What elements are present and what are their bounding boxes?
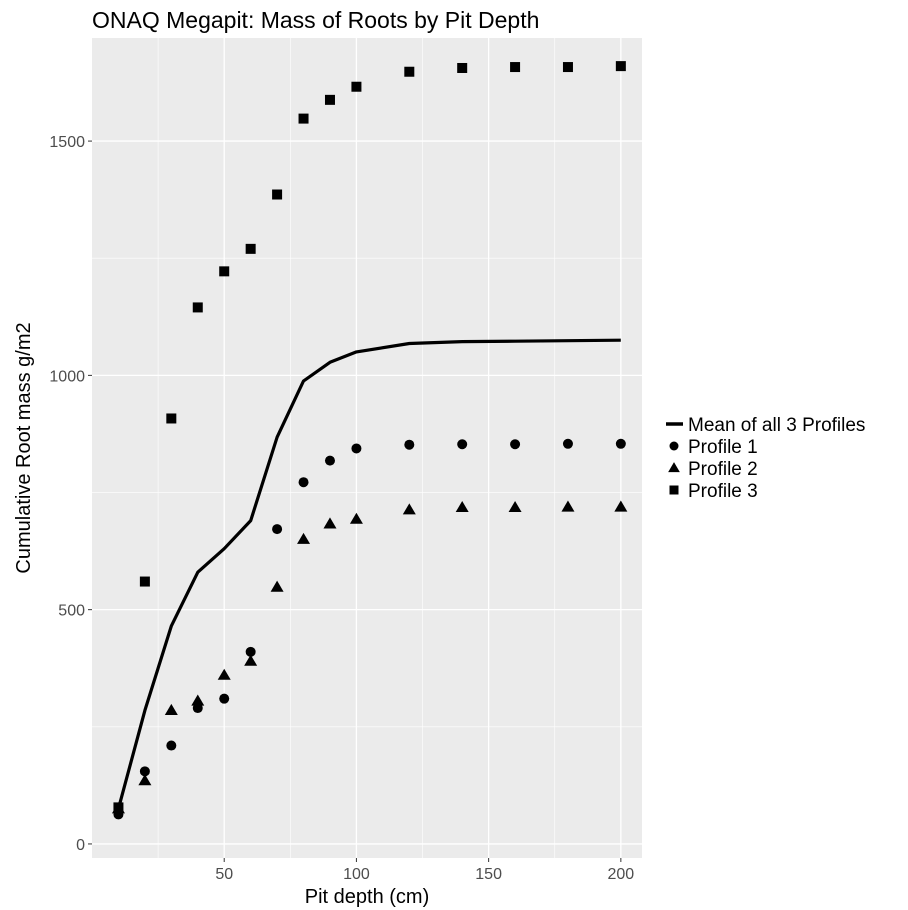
legend-label-profile-1: Profile 1: [688, 437, 758, 458]
data-point-profile-1: [615, 438, 626, 449]
data-point-profile-1: [219, 693, 230, 704]
data-point-profile-1: [324, 455, 335, 466]
data-point-profile-3: [113, 802, 124, 813]
data-point-profile-1: [562, 438, 573, 449]
data-point-profile-2: [164, 703, 178, 715]
legend-label-profile-3: Profile 3: [688, 481, 758, 502]
plot-panel: [92, 38, 642, 858]
minor-gridlines: [92, 38, 642, 858]
data-point-profile-3: [324, 94, 335, 105]
series-line-mean-of-all-3-profiles: [116, 338, 621, 810]
y-axis: 0 500 1000 1500: [49, 134, 92, 854]
data-point-profile-2: [217, 668, 231, 680]
data-point-profile-1: [272, 524, 283, 535]
data-point-profile-1: [245, 646, 256, 657]
data-point-profile-3: [272, 189, 283, 200]
data-point-profile-2: [270, 580, 284, 592]
data-point-profile-2: [508, 501, 522, 513]
data-point-profile-3: [562, 62, 573, 73]
y-axis-title: Cumulative Root mass g/m2: [13, 322, 35, 573]
data-point-profile-1: [166, 740, 177, 751]
data-point-profile-1: [510, 439, 521, 450]
data-point-profile-1: [139, 766, 150, 777]
y-tick-label: 0: [76, 837, 85, 854]
legend-key-profile-3: [669, 485, 679, 495]
data-point-profile-1: [404, 439, 415, 450]
data-point-profile-1: [457, 439, 468, 450]
data-point-profile-3: [139, 576, 150, 587]
data-point-profile-3: [615, 61, 626, 72]
data-point-profile-3: [351, 81, 362, 92]
data-point-profile-3: [510, 62, 521, 73]
data-point-profile-3: [166, 413, 177, 424]
legend-label-mean-of-all-3-profiles: Mean of all 3 Profiles: [688, 415, 865, 436]
data-point-profile-3: [219, 266, 230, 277]
data-point-profile-2: [402, 503, 416, 515]
x-tick-label: 150: [475, 866, 502, 883]
data-point-profile-3: [404, 66, 415, 77]
legend-label-profile-2: Profile 2: [688, 459, 758, 480]
series-points: [111, 61, 628, 820]
data-point-profile-2: [455, 501, 469, 513]
x-tick-label: 200: [607, 866, 634, 883]
data-point-profile-2: [614, 500, 628, 512]
data-point-profile-3: [298, 113, 309, 124]
data-point-profile-3: [457, 62, 468, 73]
y-tick-label: 500: [58, 603, 85, 620]
data-point-profile-2: [323, 517, 337, 529]
x-axis: 50 100 150 200: [215, 858, 634, 883]
data-point-profile-2: [191, 694, 205, 706]
legend-key-profile-1: [669, 441, 679, 451]
chart-title: ONAQ Megapit: Mass of Roots by Pit Depth: [92, 7, 539, 33]
data-point-profile-2: [138, 774, 152, 786]
x-tick-label: 100: [343, 866, 370, 883]
y-tick-label: 1000: [49, 368, 85, 385]
x-tick-label: 50: [215, 866, 233, 883]
data-point-profile-2: [244, 654, 258, 666]
data-point-profile-1: [298, 477, 309, 488]
y-tick-label: 1500: [49, 134, 85, 151]
data-point-profile-2: [349, 512, 363, 524]
data-point-profile-3: [192, 302, 203, 313]
series-lines: [116, 338, 621, 810]
x-axis-title: Pit depth (cm): [305, 886, 429, 908]
data-point-profile-1: [351, 443, 362, 454]
data-point-profile-3: [245, 243, 256, 254]
data-point-profile-2: [297, 532, 311, 544]
legend-key-profile-2: [668, 462, 680, 473]
data-point-profile-2: [561, 500, 575, 512]
